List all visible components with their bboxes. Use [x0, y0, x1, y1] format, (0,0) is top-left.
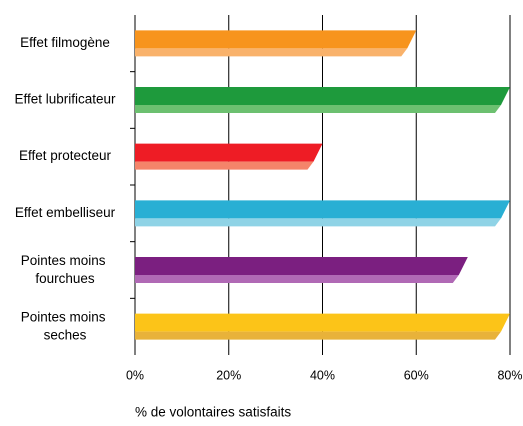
- y-tick-label: Effet embelliseur: [15, 205, 116, 220]
- y-tick-label: Effet filmogène: [20, 35, 110, 50]
- x-tick-label: 20%: [216, 368, 241, 382]
- bar-top: [135, 200, 510, 219]
- x-tick-label: 0%: [126, 368, 144, 382]
- x-axis-label: % de volontaires satisfaits: [135, 405, 291, 420]
- x-tick-label: 60%: [404, 368, 429, 382]
- x-tick-label: 80%: [497, 368, 522, 382]
- bar-top: [135, 313, 510, 332]
- bar-bottom: [135, 105, 501, 113]
- bar-top: [135, 87, 510, 105]
- y-tick-label: Pointes moins seches: [21, 309, 110, 342]
- bar-top: [135, 30, 417, 49]
- bar-bottom: [135, 161, 314, 170]
- y-tick-label: Effet lubrificateur: [14, 92, 116, 107]
- y-tick-label: Effet protecteur: [19, 148, 112, 163]
- bar-top: [135, 143, 323, 162]
- bar-bottom: [135, 275, 459, 283]
- bar-bottom: [135, 331, 501, 340]
- x-tick-label: 40%: [310, 368, 335, 382]
- bar-bottom: [135, 48, 408, 57]
- bar-bottom: [135, 218, 501, 227]
- bar-top: [135, 257, 468, 275]
- y-tick-label: Pointes moins fourchues: [21, 253, 110, 286]
